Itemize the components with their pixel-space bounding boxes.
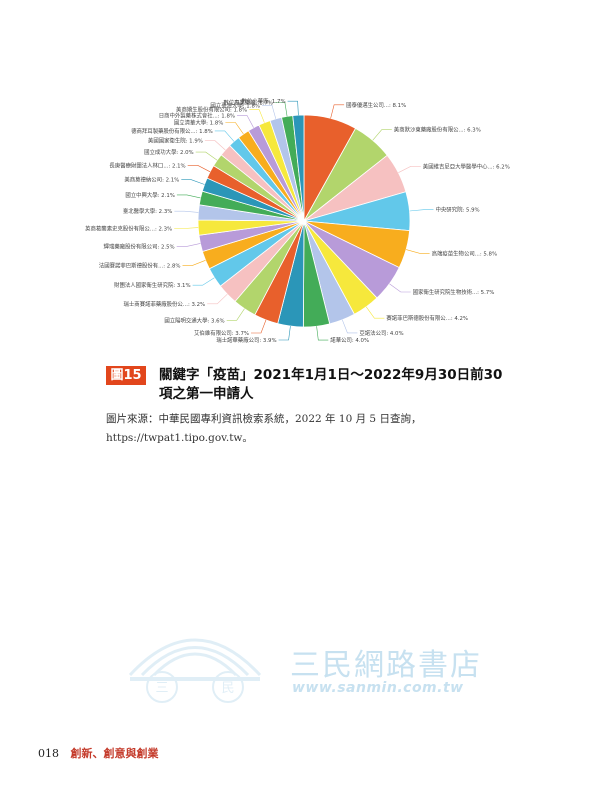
slice-label: 輝瑞藥廠股份有限公司: 2.5%: [104, 242, 175, 250]
slice-label: 高端疫苗生物公司...: 5.8%: [432, 249, 498, 257]
page-number: 018: [38, 747, 59, 760]
slice-leader-line: [372, 129, 392, 141]
slice-leader-line: [249, 109, 265, 123]
slice-leader-line: [389, 283, 411, 293]
watermark-arc-mid: [140, 646, 250, 677]
slice-leader-line: [181, 179, 205, 185]
slice-label: 日商中外製藥株式會社...: 1.8%: [159, 111, 235, 119]
figure-source: 圖片來源：中華民國專利資訊檢索系統，2022 年 10 月 5 日查詢，http…: [106, 413, 422, 444]
slice-label: 瑞士諾華藥廠公司: 3.9%: [216, 336, 276, 344]
slice-leader-line: [316, 326, 329, 341]
slice-label: 美國國家衛生院: 1.9%: [148, 137, 203, 145]
watermark-arc-inner: [152, 652, 238, 677]
watermark-circle-left: [146, 671, 178, 703]
slice-leader-line: [278, 326, 291, 341]
slice-leader-line: [176, 194, 201, 199]
slice-leader-line: [182, 260, 206, 266]
slice-label: 數位小藥廠: 1.7%: [241, 97, 285, 105]
slice-leader-line: [187, 165, 211, 173]
slice-label: 國泰優邁生公司...: 8.1%: [346, 101, 406, 109]
slice-label: 艾伯維有限公司: 3.7%: [194, 329, 249, 337]
figure-number-badge: 圖15: [106, 366, 146, 385]
slice-label: 國家衛生研究院生物技術...: 5.7%: [413, 288, 495, 296]
pie-chart-svg: 國泰優邁生公司...: 8.1% 美商默沙東藥廠股份有限公...: 6.3% 美國維…: [85, 97, 510, 344]
slice-label: 瑞士商賽諾菲藥廠股份公...: 3.2%: [124, 300, 206, 308]
slice-label: 美商默沙東藥廠股份有限公...: 6.3%: [394, 126, 481, 134]
slice-leader-line: [237, 115, 254, 128]
slice-label: 法國賽諾菲巴斯德股份有...: 2.8%: [99, 261, 181, 269]
slice-leader-line: [342, 319, 358, 334]
watermark-circle-char-left: 三: [155, 681, 168, 696]
watermark-base-line: [130, 677, 260, 681]
slice-leader-line: [365, 306, 385, 319]
slice-leader-line: [174, 210, 199, 213]
figure-title: 關鍵字「疫苗」2021年1月1日～2022年9月30日前30項之第一申請人: [159, 367, 503, 402]
slice-label: 國立臺灣大學: 1.8%: [210, 101, 260, 109]
slice-label: 財團法人國家衛生研究院: 3.1%: [114, 281, 191, 289]
slice-leader-line: [226, 308, 245, 321]
slice-leader-line: [207, 293, 228, 305]
slice-label: 國立陽明交通大學: 3.6%: [164, 316, 224, 324]
watermark-url: www.sanmin.com.tw: [292, 680, 464, 696]
slice-leader-line: [195, 151, 218, 161]
slice-label: 美商嬌生股份有限公司: 1.8%: [176, 106, 247, 114]
slice-leader-line: [262, 105, 277, 119]
watermark-arc-outer: [128, 638, 262, 677]
slice-leader-line: [274, 102, 288, 117]
slice-leader-line: [176, 243, 201, 247]
slice-label: 諾華公司: 4.0%: [330, 336, 369, 344]
slice-leader-line: [225, 122, 244, 135]
book-title: 創新、創意與創業: [70, 747, 159, 760]
slice-label: 美商莫德納公司: 2.1%: [124, 176, 179, 184]
watermark-name: 三民網路書店: [290, 648, 482, 683]
pie-chart: 國泰優邁生公司...: 8.1% 美商默沙東藥廠股份有限公...: 6.3% 美國維…: [0, 0, 591, 360]
watermark-logo: 三 民: [128, 638, 262, 703]
slice-leader-line: [174, 227, 199, 229]
slice-label: 臺北醫學大學: 2.3%: [123, 207, 173, 215]
slice-label: 長庚醫療財團法人林口...: 2.1%: [109, 161, 185, 169]
slice-label: 國立中興大學: 2.1%: [125, 191, 175, 199]
slice-label: 亞諾法公司: 4.0%: [359, 329, 403, 337]
slice-label: 德商拜耳製藥股份有限公...: 1.8%: [131, 127, 213, 135]
slice-leader-line: [214, 130, 235, 142]
slice-label: 英商葛蘭素史克股份有限公...: 2.3%: [85, 225, 172, 233]
slice-label: 美國維吉尼亞大學醫學中心...: 6.2%: [423, 162, 510, 170]
slice-label: 中央研究院: 5.9%: [436, 206, 480, 214]
slice-leader-line: [287, 100, 299, 116]
slice-label: 數位專業藥廠: 1.7%: [223, 99, 273, 107]
slice-label: 國立成功大學: 2.0%: [144, 148, 194, 156]
slice-leader-line: [330, 104, 345, 119]
watermark-circle-char-right: 民: [221, 681, 234, 696]
watermark-circle-right: [212, 671, 244, 703]
slice-label: 國立清華大學: 1.8%: [174, 119, 224, 127]
slice-leader-line: [409, 209, 434, 212]
slice-label: 賽諾菲巴斯德股份有限公...: 4.2%: [386, 314, 468, 322]
slice-leader-line: [398, 166, 421, 173]
slice-leader-line: [192, 277, 215, 286]
slice-leader-line: [204, 140, 226, 151]
page-footer: 018 創新、創意與創業: [38, 745, 159, 761]
slice-leader-line: [406, 249, 430, 254]
slice-leader-line: [251, 319, 267, 334]
